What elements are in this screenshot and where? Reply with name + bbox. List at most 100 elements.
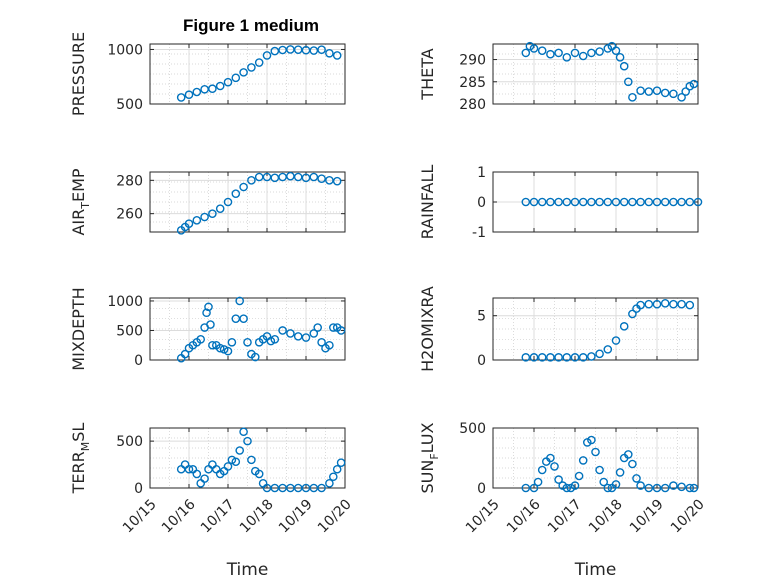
- axes-box: [149, 427, 346, 489]
- data-point: [689, 483, 699, 493]
- data-point: [587, 48, 596, 58]
- y-axis-label: THETA: [418, 48, 437, 100]
- data-point: [215, 343, 225, 353]
- y-axis-label: H2OMIXRA: [418, 286, 437, 372]
- data-point: [628, 459, 637, 469]
- data-point: [669, 481, 678, 490]
- y-tick-label: 1000: [107, 294, 143, 310]
- data-point: [636, 86, 645, 95]
- data-point: [570, 197, 580, 207]
- data-point: [537, 353, 547, 362]
- axes-box: [492, 427, 699, 489]
- data-point: [328, 472, 338, 482]
- data-point: [223, 77, 233, 87]
- data-point: [239, 427, 248, 437]
- data-point: [533, 477, 543, 487]
- data-point: [200, 474, 209, 483]
- data-point: [554, 353, 563, 362]
- data-point: [587, 352, 596, 361]
- data-point: [313, 323, 323, 332]
- data-point: [537, 46, 547, 55]
- data-point: [574, 471, 584, 481]
- data-point: [223, 346, 233, 356]
- data-point: [325, 48, 334, 58]
- data-point: [554, 475, 563, 484]
- data-point: [521, 197, 531, 207]
- data-point: [636, 481, 645, 490]
- subplot-4: -1 0 1 RAINFALL: [418, 165, 703, 241]
- data-point: [595, 349, 604, 359]
- y-axis-label-main: SUN: [418, 460, 437, 494]
- data-point: [611, 480, 621, 489]
- data-point: [219, 345, 229, 354]
- data-point: [215, 81, 225, 91]
- data-point: [208, 340, 217, 350]
- data-point: [336, 458, 346, 467]
- data-point: [247, 63, 256, 72]
- y-tick-label: 1: [477, 165, 486, 181]
- y-axis-label-main: THETA: [418, 48, 437, 100]
- data-point: [529, 197, 539, 207]
- data-point: [521, 483, 531, 493]
- y-tick-label: 260: [116, 207, 143, 223]
- data-point: [611, 46, 621, 55]
- data-point: [309, 329, 319, 338]
- data-point: [192, 216, 202, 225]
- data-point: [660, 197, 670, 207]
- data-point: [231, 457, 241, 467]
- data-point: [587, 197, 596, 207]
- subplot-5: 0 500 1000 MIXDEPTH: [69, 287, 346, 371]
- y-tick-label: 5: [477, 309, 486, 325]
- data-point: [570, 353, 580, 362]
- data-point: [677, 197, 686, 207]
- axes-box: [492, 297, 699, 361]
- data-point: [611, 336, 621, 345]
- x-axis-label: Time: [574, 560, 617, 580]
- data-point: [317, 174, 326, 183]
- data-point: [587, 435, 596, 445]
- data-point: [325, 479, 334, 488]
- y-axis-label-tail: EMP: [69, 168, 88, 202]
- y-axis-label-main: MIXDEPTH: [69, 287, 88, 370]
- data-point: [669, 89, 678, 99]
- y-tick-label: 0: [477, 353, 486, 369]
- data-point: [685, 81, 695, 91]
- y-axis-label-tail: LUX: [418, 422, 437, 453]
- y-axis-label-main: PRESSURE: [69, 32, 88, 116]
- data-point: [239, 68, 248, 77]
- data-point: [685, 300, 695, 310]
- data-point: [652, 299, 662, 309]
- data-point: [632, 474, 641, 483]
- data-point: [603, 197, 613, 207]
- data-point: [562, 353, 572, 362]
- data-point: [578, 353, 588, 362]
- data-point: [546, 353, 555, 362]
- y-axis-label-subscript: T: [79, 202, 92, 210]
- data-point: [554, 197, 563, 207]
- y-axis-label-subscript: F: [428, 453, 441, 459]
- data-point: [208, 209, 217, 218]
- y-axis-label: AIRTEMP: [69, 168, 92, 235]
- data-point: [628, 197, 637, 207]
- data-point: [184, 464, 194, 474]
- data-point: [681, 87, 691, 96]
- data-point: [615, 468, 625, 477]
- data-point: [550, 462, 559, 471]
- y-tick-label: 1000: [107, 42, 143, 58]
- y-tick-label: 0: [134, 353, 143, 369]
- data-point: [603, 483, 613, 493]
- subplot-3: 260 280 AIRTEMP: [69, 168, 346, 236]
- data-point: [521, 353, 531, 362]
- data-point: [689, 79, 699, 89]
- data-point: [262, 51, 272, 60]
- data-point: [685, 483, 695, 493]
- data-point: [624, 450, 633, 459]
- y-axis-label-tail: SL: [69, 423, 88, 442]
- data-point: [317, 337, 326, 347]
- y-tick-label: 500: [116, 323, 143, 339]
- y-tick-label: -1: [472, 225, 486, 241]
- data-point: [652, 483, 662, 493]
- data-point: [660, 299, 670, 308]
- y-axis-label: RAINFALL: [418, 165, 437, 240]
